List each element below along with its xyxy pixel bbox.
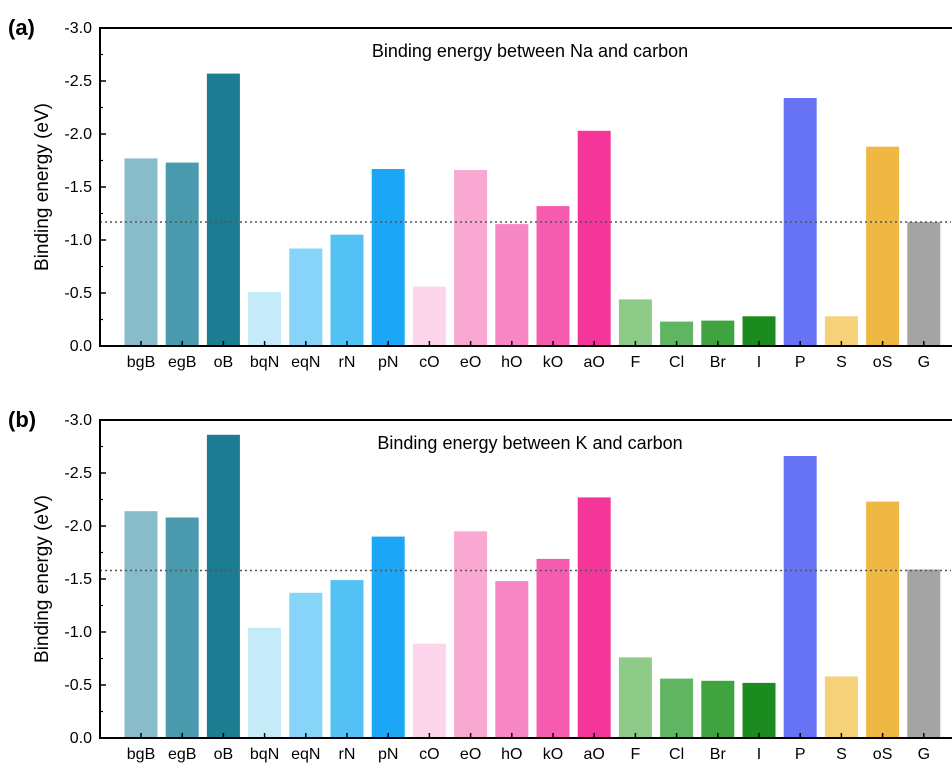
bar-cO	[412, 286, 446, 346]
x-tick-label: eqN	[291, 746, 320, 763]
bar-rN	[330, 234, 364, 346]
bar-I	[742, 682, 776, 738]
bar-Br	[701, 680, 735, 738]
y-tick-label: -3.0	[64, 20, 92, 37]
x-tick-label: eO	[460, 354, 481, 371]
chart-panel-a: (a) 0.0 -0.5 -1.0 -1.5 -2.0 -2.5 -3.0 bgB egB oB bq…	[8, 15, 952, 371]
bar-oS	[866, 501, 900, 738]
bar-P	[783, 456, 817, 738]
x-tick-label: cO	[419, 746, 439, 763]
x-tick-label: kO	[543, 746, 563, 763]
x-tick-label: F	[631, 746, 641, 763]
x-tick-label: rN	[339, 354, 356, 371]
chart-title: Binding energy between K and carbon	[377, 433, 682, 453]
bar-kO	[536, 558, 570, 738]
y-tick-label: -3.0	[64, 412, 92, 429]
bar-G	[907, 222, 941, 346]
y-tick-label: 0.0	[70, 338, 92, 355]
x-tick-label: rN	[339, 746, 356, 763]
x-tick-label: S	[836, 354, 847, 371]
bar-oB	[206, 73, 240, 346]
chart-title: Binding energy between Na and carbon	[372, 41, 688, 61]
x-tick-label: hO	[501, 354, 522, 371]
panel-label: (a)	[8, 15, 35, 40]
y-tick-label: -2.5	[64, 73, 92, 90]
bar-eqN	[289, 248, 323, 346]
bar-eO	[454, 170, 488, 346]
x-tick-label: pN	[378, 746, 398, 763]
y-tick-label: -0.5	[64, 285, 92, 302]
bar-bgB	[124, 158, 158, 346]
x-tick-label: cO	[419, 354, 439, 371]
x-tick-label: egB	[168, 354, 196, 371]
x-tick-label: pN	[378, 354, 398, 371]
bar-eqN	[289, 592, 323, 738]
x-tick-label: kO	[543, 354, 563, 371]
bar-F	[618, 299, 652, 346]
bar-hO	[495, 581, 529, 738]
x-tick-label: S	[836, 746, 847, 763]
bar-pN	[371, 169, 405, 346]
bar-aO	[577, 497, 611, 738]
x-tick-label: G	[918, 746, 930, 763]
y-axis-label: Binding energy (eV)	[32, 103, 53, 271]
x-tick-label: bgB	[127, 746, 155, 763]
x-tick-label: oB	[214, 746, 234, 763]
x-tick-label: F	[631, 354, 641, 371]
y-tick-label: 0.0	[70, 730, 92, 747]
bar-aO	[577, 130, 611, 346]
bar-S	[824, 676, 858, 738]
x-tick-label: aO	[584, 746, 605, 763]
x-tick-label: aO	[584, 354, 605, 371]
x-tick-label: G	[918, 354, 930, 371]
bar-oB	[206, 434, 240, 738]
y-tick-label: -1.0	[64, 232, 92, 249]
y-tick-label: -1.0	[64, 624, 92, 641]
bar-bqN	[248, 627, 282, 738]
y-tick-label: -1.5	[64, 571, 92, 588]
bar-hO	[495, 224, 529, 346]
y-tick-label: -0.5	[64, 677, 92, 694]
x-tick-label: bqN	[250, 354, 279, 371]
y-tick-label: -1.5	[64, 179, 92, 196]
x-tick-label: eqN	[291, 354, 320, 371]
x-tick-label: Cl	[669, 354, 684, 371]
bar-kO	[536, 206, 570, 346]
bar-oS	[866, 146, 900, 346]
bar-bgB	[124, 511, 158, 738]
x-tick-label: oB	[214, 354, 234, 371]
y-tick-label: -2.5	[64, 465, 92, 482]
bar-cO	[412, 643, 446, 738]
x-tick-label: hO	[501, 746, 522, 763]
x-tick-label: P	[795, 746, 806, 763]
x-tick-label: oS	[873, 354, 893, 371]
x-tick-label: P	[795, 354, 806, 371]
bar-G	[907, 569, 941, 738]
x-tick-label: Br	[710, 746, 727, 763]
x-tick-label: oS	[873, 746, 893, 763]
bar-F	[618, 657, 652, 738]
x-tick-label: bqN	[250, 746, 279, 763]
x-tick-label: bgB	[127, 354, 155, 371]
x-tick-label: eO	[460, 746, 481, 763]
panel-label: (b)	[8, 407, 36, 432]
bar-egB	[165, 162, 199, 346]
bar-rN	[330, 580, 364, 738]
bar-bqN	[248, 291, 282, 346]
bar-Cl	[660, 678, 694, 738]
x-tick-label: Cl	[669, 746, 684, 763]
bar-egB	[165, 517, 199, 738]
bar-eO	[454, 531, 488, 738]
y-tick-label: -2.0	[64, 126, 92, 143]
y-axis-label: Binding energy (eV)	[32, 495, 53, 663]
x-tick-label: egB	[168, 746, 196, 763]
x-tick-label: I	[757, 746, 761, 763]
bar-pN	[371, 536, 405, 738]
y-tick-label: -2.0	[64, 518, 92, 535]
chart-panel-b: (b) 0.0 -0.5 -1.0 -1.5 -2.0 -2.5 -3.0 bgB egB oB bq…	[8, 407, 952, 763]
x-tick-label: Br	[710, 354, 727, 371]
x-tick-label: I	[757, 354, 761, 371]
